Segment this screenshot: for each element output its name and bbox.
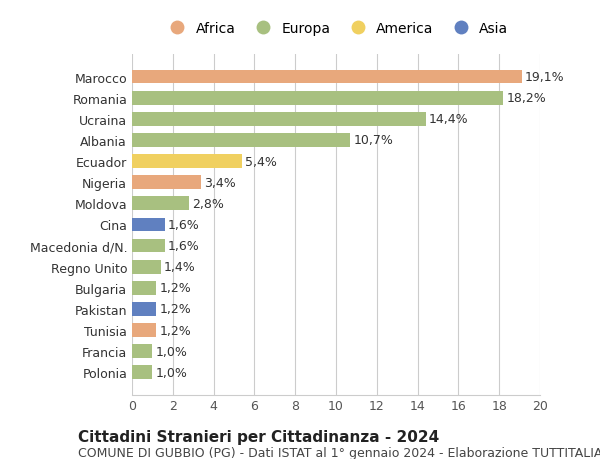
Bar: [132, 176, 202, 190]
Text: 1,2%: 1,2%: [160, 324, 191, 337]
Bar: [132, 155, 242, 168]
Text: 14,4%: 14,4%: [429, 113, 469, 126]
Text: 1,2%: 1,2%: [160, 282, 191, 295]
Bar: [132, 197, 189, 211]
Text: 1,6%: 1,6%: [168, 240, 199, 252]
Bar: [132, 281, 157, 295]
Text: 3,4%: 3,4%: [205, 176, 236, 189]
Bar: [132, 112, 426, 126]
Bar: [132, 218, 164, 232]
Text: 1,0%: 1,0%: [155, 345, 187, 358]
Text: 1,4%: 1,4%: [164, 261, 196, 274]
Bar: [132, 366, 152, 379]
Text: 10,7%: 10,7%: [353, 134, 393, 147]
Bar: [132, 324, 157, 337]
Text: 18,2%: 18,2%: [506, 92, 546, 105]
Text: 5,4%: 5,4%: [245, 155, 277, 168]
Bar: [132, 345, 152, 358]
Text: 19,1%: 19,1%: [525, 71, 565, 84]
Text: 1,2%: 1,2%: [160, 303, 191, 316]
Text: 2,8%: 2,8%: [192, 197, 224, 210]
Bar: [132, 71, 521, 84]
Text: 1,6%: 1,6%: [168, 218, 199, 231]
Text: COMUNE DI GUBBIO (PG) - Dati ISTAT al 1° gennaio 2024 - Elaborazione TUTTITALIA.: COMUNE DI GUBBIO (PG) - Dati ISTAT al 1°…: [78, 446, 600, 459]
Text: Cittadini Stranieri per Cittadinanza - 2024: Cittadini Stranieri per Cittadinanza - 2…: [78, 429, 439, 444]
Bar: [132, 92, 503, 105]
Text: 1,0%: 1,0%: [155, 366, 187, 379]
Bar: [132, 302, 157, 316]
Legend: Africa, Europa, America, Asia: Africa, Europa, America, Asia: [160, 18, 512, 40]
Bar: [132, 134, 350, 147]
Bar: [132, 260, 161, 274]
Bar: [132, 239, 164, 253]
